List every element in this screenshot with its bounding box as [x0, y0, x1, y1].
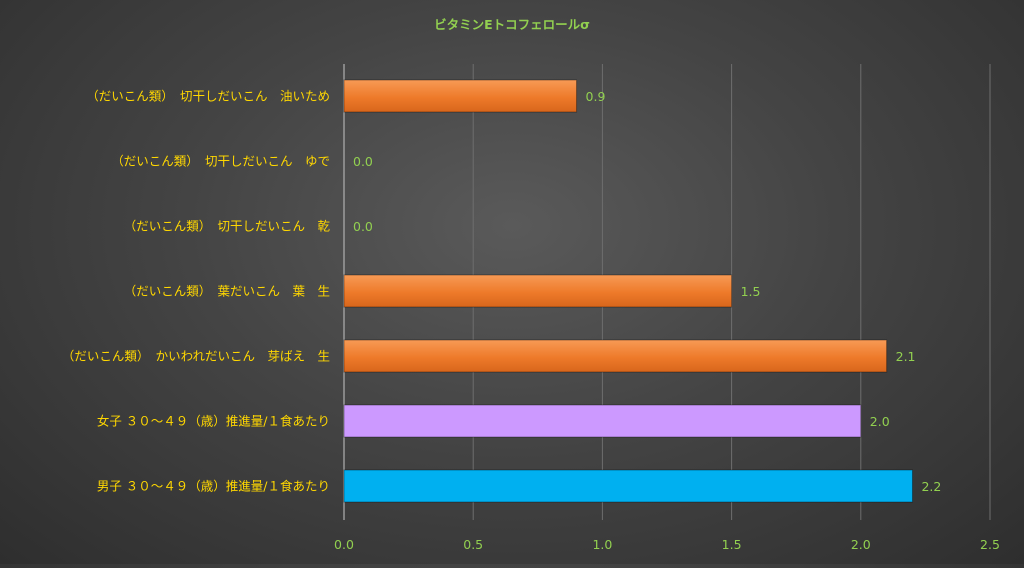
- data-label: 2.1: [896, 349, 916, 364]
- category-label: （だいこん類） かいわれだいこん 芽ばえ 生: [62, 349, 330, 364]
- bar-1: [343, 79, 578, 113]
- bar-6: [343, 404, 862, 438]
- bar-5: [343, 339, 888, 373]
- x-tick-label: 0.5: [463, 537, 483, 552]
- category-label: （だいこん類） 切干しだいこん ゆで: [111, 154, 330, 169]
- x-tick-label: 1.5: [722, 537, 742, 552]
- category-labels: （だいこん類） 切干しだいこん 油いため （だいこん類） 切干しだいこん ゆで （だ…: [62, 89, 331, 494]
- data-label: 0.9: [586, 89, 606, 104]
- x-tick-label: 2.5: [980, 537, 1000, 552]
- data-labels: 0.9 0.0 0.0 1.5 2.1 2.0 2.2: [353, 89, 941, 494]
- x-tick-label: 1.0: [592, 537, 612, 552]
- bars: [343, 79, 913, 503]
- x-tick-label: 0.0: [334, 537, 354, 552]
- data-label: 0.0: [353, 219, 373, 234]
- category-label: （だいこん類） 切干しだいこん 乾: [124, 219, 331, 234]
- category-label: 女子 ３０～４９（歳）推進量/１食あたり: [97, 414, 330, 429]
- data-label: 2.2: [921, 479, 941, 494]
- chart-title: ビタミンEトコフェロールσ: [434, 17, 590, 32]
- bar-4: [343, 274, 733, 308]
- data-label: 2.0: [870, 414, 890, 429]
- x-tick-label: 2.0: [851, 537, 871, 552]
- category-label: （だいこん類） 葉だいこん 葉 生: [124, 284, 330, 299]
- category-label: 男子 ３０～４９（歳）推進量/１食あたり: [97, 479, 330, 494]
- bar-7: [343, 469, 913, 503]
- data-label: 1.5: [741, 284, 761, 299]
- category-label: （だいこん類） 切干しだいこん 油いため: [86, 89, 330, 104]
- data-label: 0.0: [353, 154, 373, 169]
